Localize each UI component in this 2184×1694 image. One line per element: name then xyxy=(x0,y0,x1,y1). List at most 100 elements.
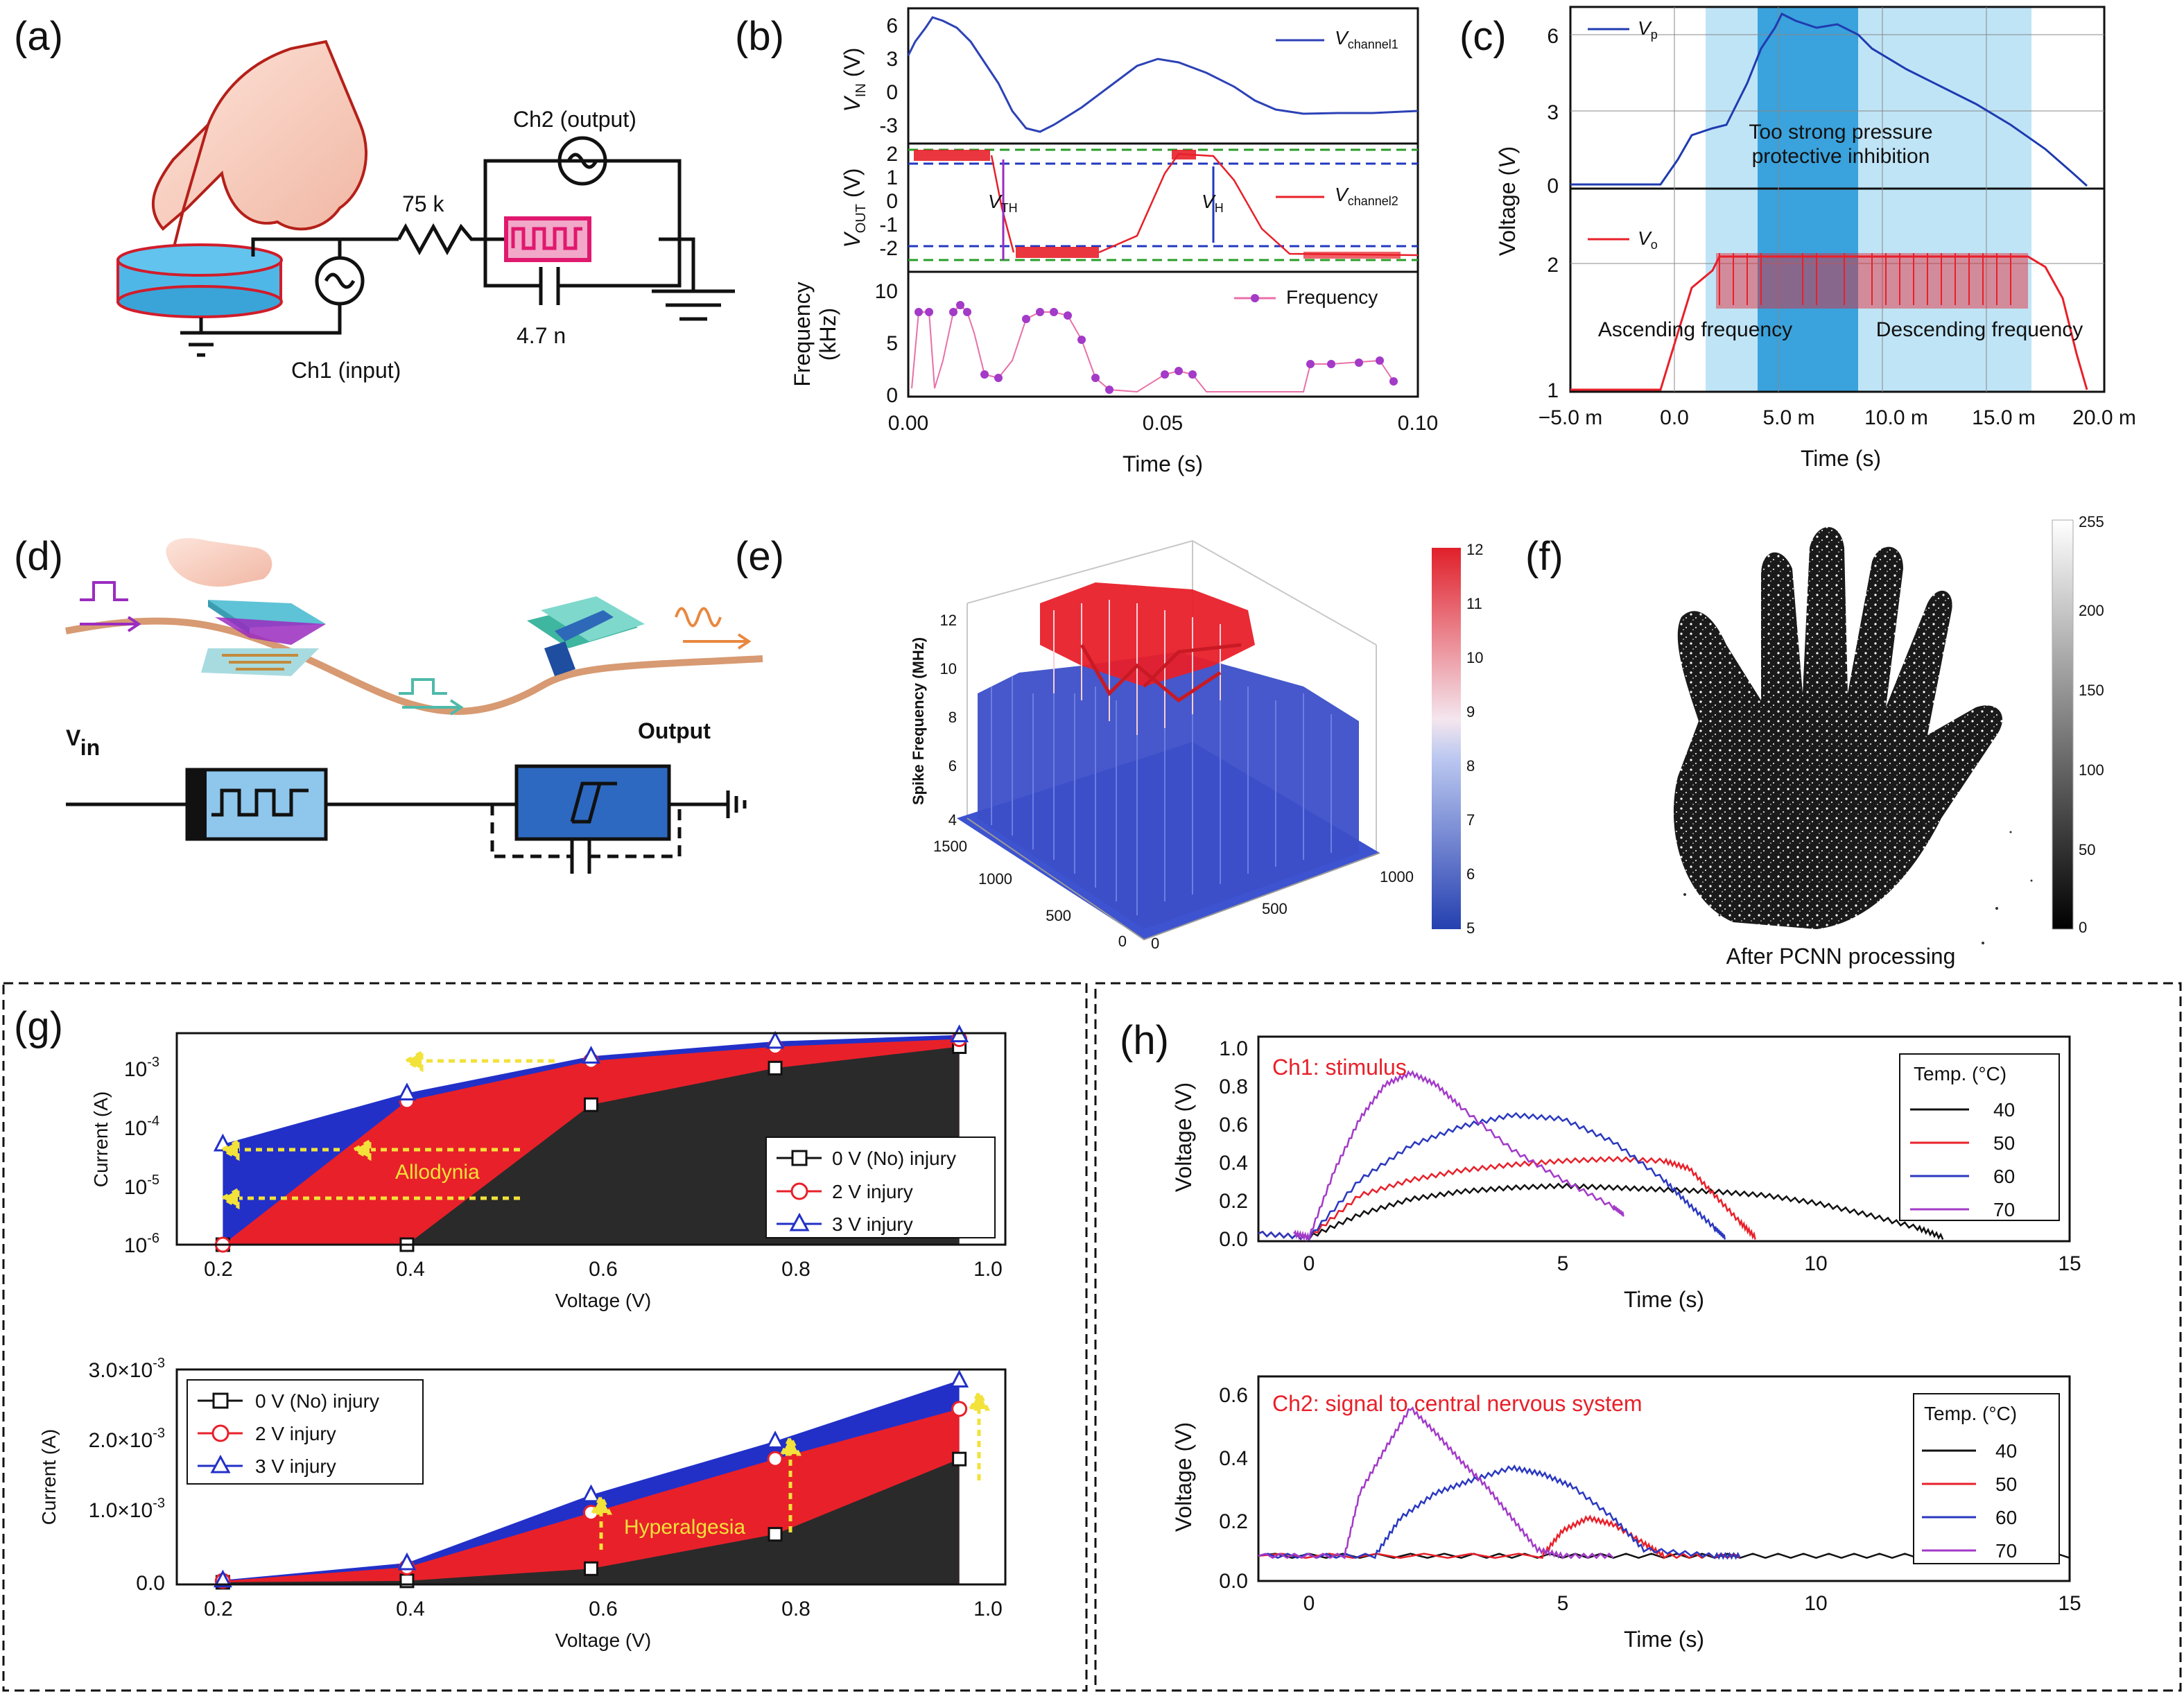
h-top-ytick: 1.0 xyxy=(1219,1037,1248,1060)
e-right-tick: 1000 xyxy=(1380,868,1414,885)
h-bot-xtick: 0 xyxy=(1303,1592,1315,1615)
h-bot-legend-60: 60 xyxy=(1995,1507,2017,1528)
e-left-tick: 0 xyxy=(1118,933,1127,950)
b-xtick: 0.05 xyxy=(1143,412,1183,435)
f-cb-tick: 255 xyxy=(2079,513,2104,530)
h-bot-frame xyxy=(1257,1375,2071,1582)
h-series-line xyxy=(1258,1514,1741,1559)
d-fiber xyxy=(65,617,763,715)
f-cb-tick: 0 xyxy=(2079,919,2087,936)
g-bot-area-0v xyxy=(223,1459,960,1584)
g-top-ytick: 10-6 xyxy=(124,1231,159,1257)
e-zlabel: Spike Frequency (MHz) xyxy=(910,637,927,805)
b-xtick: 0.10 xyxy=(1398,412,1438,435)
g-top-xtick: 0.2 xyxy=(204,1258,233,1281)
panel-a: (a) Ch2 (output xyxy=(14,14,735,383)
e-cb-tick: 6 xyxy=(1466,865,1475,883)
g-bot-ytick: 2.0×10-3 xyxy=(89,1426,165,1452)
c-xtick: 10.0 m xyxy=(1864,406,1928,429)
h-top-ytick: 0.8 xyxy=(1219,1075,1248,1098)
d-vin-label: Vin xyxy=(66,725,100,760)
g-bot-xtick: 0.2 xyxy=(204,1598,233,1620)
b-freq-markers xyxy=(915,301,1398,394)
h-top-ytick: 0.0 xyxy=(1219,1228,1248,1251)
c-legend-vo: Vo xyxy=(1638,227,1658,252)
e-cb-tick: 12 xyxy=(1466,541,1483,558)
e-cb-tick: 11 xyxy=(1466,595,1482,612)
circuit-a xyxy=(180,136,735,357)
e-cb-tick: 8 xyxy=(1466,757,1475,775)
b-bot-ylabel-1: Frequency xyxy=(790,282,815,386)
f-cb-tick: 50 xyxy=(2079,841,2095,858)
f-caption: After PCNN processing xyxy=(1726,944,1956,969)
g-top-xtick: 0.4 xyxy=(396,1258,425,1281)
f-colorbar xyxy=(2052,519,2074,930)
ch1-label: Ch1 (input) xyxy=(291,358,401,383)
b-top-ytick: 6 xyxy=(886,15,898,37)
panel-b-label: (b) xyxy=(735,14,784,59)
c-frame xyxy=(1569,6,2106,393)
panel-g: (g) Allodynia 0 V (No) injury 2 V injury… xyxy=(14,1004,1007,1651)
g-top-ytick: 10-3 xyxy=(124,1055,159,1081)
g-data-marker xyxy=(768,1060,783,1075)
c-xlabel: Time (s) xyxy=(1801,446,1881,471)
e-ztick: 8 xyxy=(948,709,957,726)
f-cb-tick: 100 xyxy=(2079,761,2104,779)
h-bot-legend-title: Temp. (°C) xyxy=(1924,1403,2017,1424)
h-bot-xtick: 10 xyxy=(1804,1592,1827,1615)
b-bot-ytick: 0 xyxy=(886,384,898,407)
g-bot-xtick: 0.6 xyxy=(589,1598,618,1620)
e-right-tick: 0 xyxy=(1151,935,1159,952)
e-ztick: 10 xyxy=(940,660,957,677)
h-bot-ylabel: Voltage (V) xyxy=(1171,1422,1196,1532)
g-bot-xtick: 1.0 xyxy=(973,1598,1003,1620)
e-ztick: 12 xyxy=(940,612,957,629)
g-hyperalgesia: Hyperalgesia xyxy=(624,1516,745,1539)
h-bot-legend-40: 40 xyxy=(1995,1440,2017,1462)
b-xlabel: Time (s) xyxy=(1123,451,1203,476)
b-top-ytick: 3 xyxy=(886,48,898,71)
b-mid-ylabel: VOUT (V) xyxy=(840,168,869,248)
h-series-line xyxy=(1258,1464,1741,1560)
d-output-label: Output xyxy=(638,718,711,743)
g-top-legend-0v: 0 V (No) injury xyxy=(832,1148,956,1169)
capacitor-label: 4.7 n xyxy=(517,323,566,348)
h-bot-ytick: 0.0 xyxy=(1219,1570,1248,1593)
e-ztick: 6 xyxy=(948,757,957,775)
e-colorbar xyxy=(1432,548,1461,929)
h-top-title: Ch1: stimulus xyxy=(1272,1055,1407,1080)
hand-icon xyxy=(151,40,367,231)
g-data-marker xyxy=(582,1484,600,1503)
b-xtick: 0.00 xyxy=(888,412,928,435)
panel-e: (e) 12 10 8 6 4 1500 1000 500 0 1000 5 xyxy=(735,534,1483,952)
panel-f-label: (f) xyxy=(1525,534,1563,579)
c-xtick: 20.0 m xyxy=(2072,406,2136,429)
b-bot-ytick: 10 xyxy=(875,280,898,303)
resistor-label: 75 k xyxy=(402,191,444,216)
h-series-line xyxy=(1258,1155,1756,1241)
h-top-frame xyxy=(1257,1035,2071,1243)
g-bot-legend-3v: 3 V injury xyxy=(255,1455,336,1477)
g-bot-xtick: 0.8 xyxy=(781,1598,811,1620)
g-top-ytick: 10-5 xyxy=(124,1173,159,1199)
c-ascending: Ascending frequency xyxy=(1598,318,1792,341)
h-bot-legend-50: 50 xyxy=(1995,1473,2017,1495)
g-data-marker xyxy=(584,1561,598,1576)
ch2-label: Ch2 (output) xyxy=(513,107,636,132)
h-bot-legend xyxy=(1913,1393,2060,1564)
h-top-xtick: 0 xyxy=(1303,1252,1315,1275)
h-bot-xlabel: Time (s) xyxy=(1624,1627,1704,1652)
e-cb-tick: 7 xyxy=(1466,811,1475,829)
g-top-xlabel: Voltage (V) xyxy=(555,1290,652,1311)
h-bot-ytick: 0.6 xyxy=(1219,1384,1248,1407)
g-bot-xlabel: Voltage (V) xyxy=(555,1630,652,1651)
panel-a-label: (a) xyxy=(14,14,63,59)
h-top-legend-40: 40 xyxy=(1993,1099,2015,1121)
e-blue-spikes xyxy=(991,676,1332,915)
g-data-marker xyxy=(213,1569,232,1588)
b-vth-label: VTH xyxy=(988,191,1018,215)
g-top-legend-3v: 3 V injury xyxy=(832,1213,913,1235)
h-top-legend-title: Temp. (°C) xyxy=(1914,1063,2007,1084)
finger-icon xyxy=(166,538,272,587)
